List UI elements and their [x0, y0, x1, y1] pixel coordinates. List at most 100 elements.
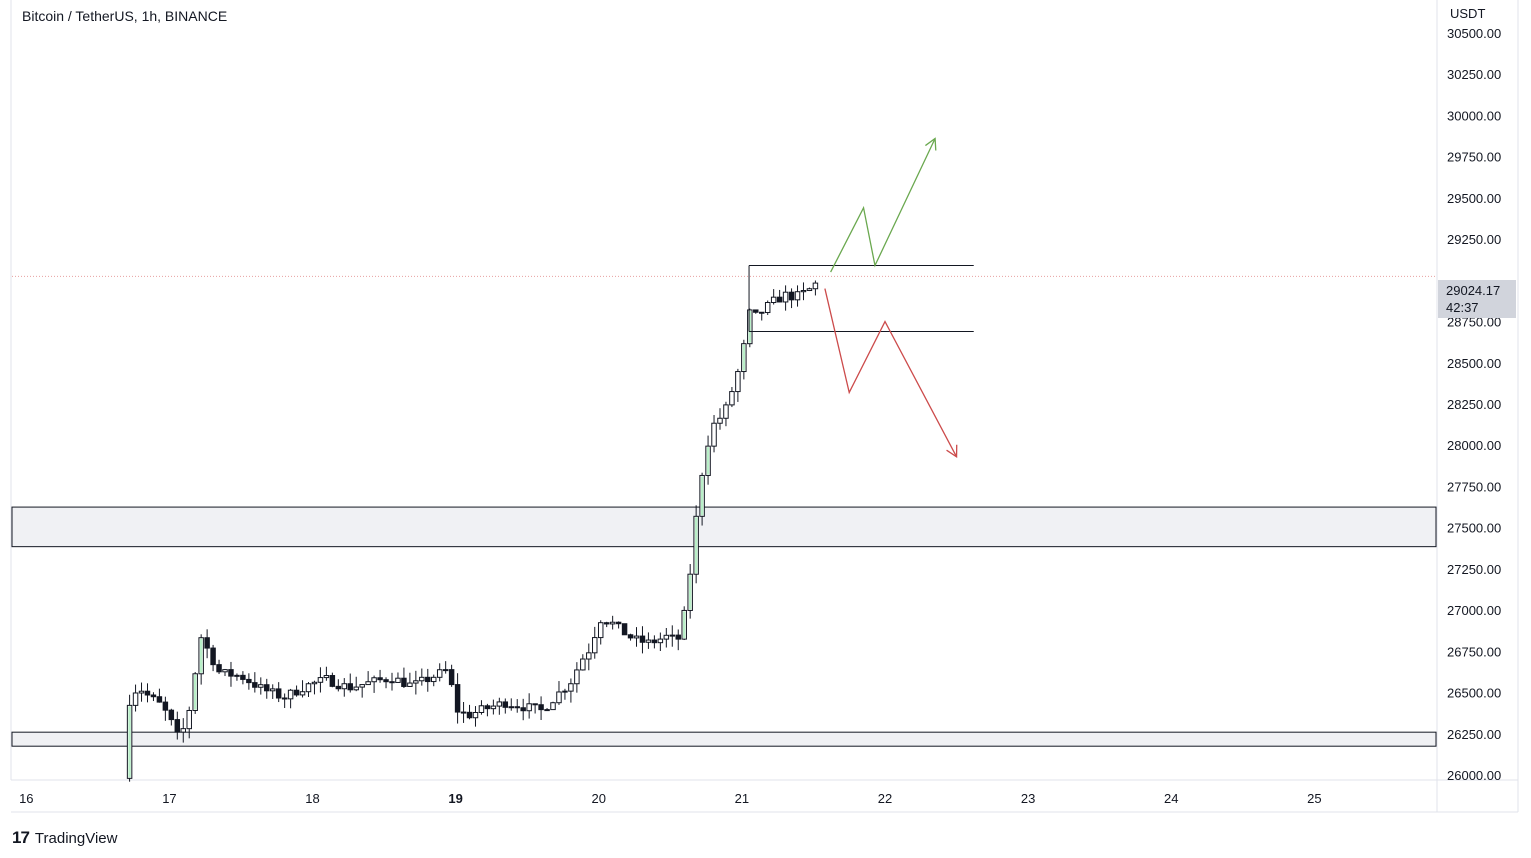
candle-body-up: [431, 676, 437, 683]
candle: [794, 285, 801, 307]
candle-body-up: [317, 677, 324, 683]
candle: [586, 643, 592, 671]
candle-body-up: [436, 669, 443, 678]
candle-body-up: [562, 690, 568, 693]
candle-body-up: [496, 701, 503, 707]
candle-body-down: [383, 679, 389, 683]
candle-body-down: [335, 685, 342, 690]
candle: [532, 703, 538, 714]
time-tick-label: 24: [1164, 791, 1178, 806]
candle: [448, 664, 455, 687]
candle-highlight: [128, 706, 131, 778]
candle: [323, 666, 330, 681]
candle-highlight: [700, 476, 704, 516]
price-axis[interactable]: 26000.00 26250.00 26500.00 26750.00 27000.00…: [1447, 26, 1501, 783]
candle-body-up: [222, 669, 228, 673]
candle-body-up: [478, 705, 485, 713]
candle-body-down: [532, 703, 538, 706]
candle-highlight: [742, 344, 746, 371]
candles: [126, 280, 819, 782]
candle-body-up: [287, 689, 294, 700]
candle-body-up: [407, 682, 413, 687]
candle-body-up: [132, 692, 139, 706]
candle: [639, 626, 646, 654]
price-tick-label: 30500.00: [1447, 26, 1501, 41]
candle: [556, 681, 562, 705]
time-tick-label: 19: [448, 791, 462, 806]
candle-body-up: [812, 282, 819, 290]
candle-body-down: [627, 634, 634, 639]
candle-body-up: [544, 709, 550, 712]
time-tick-label: 22: [878, 791, 892, 806]
time-axis[interactable]: 16 17 18 19 20 21 22 23 24 25: [19, 791, 1322, 806]
candle: [311, 680, 318, 695]
bearish-projection-path[interactable]: [824, 288, 958, 458]
candle-body-up: [323, 675, 330, 679]
candle: [377, 669, 383, 683]
candle-body-down: [275, 688, 282, 699]
candle-body-down: [293, 689, 300, 696]
candle-body-up: [269, 688, 276, 692]
candle: [329, 672, 336, 688]
candle: [812, 280, 819, 296]
candle-body-down: [210, 647, 216, 666]
candle: [776, 289, 783, 303]
candle-body-down: [466, 711, 473, 719]
zone-1[interactable]: [11, 506, 1437, 548]
price-tick-label: 29250.00: [1447, 232, 1501, 247]
candle: [490, 699, 497, 715]
tradingview-brand[interactable]: 17 TradingView: [12, 828, 117, 848]
candle-body-up: [586, 652, 592, 660]
candle: [168, 708, 175, 726]
candle: [353, 676, 359, 692]
candle-body-down: [759, 311, 765, 314]
candle: [651, 635, 658, 649]
candle-body-up: [711, 422, 717, 447]
candle-body-down: [448, 669, 455, 686]
candle-body-up: [609, 621, 616, 625]
candle: [252, 672, 258, 693]
last-price-tag: 29024.17 42:37: [1438, 280, 1516, 318]
candle: [782, 285, 789, 311]
candle-highlight: [706, 447, 710, 475]
candle-body-down: [389, 681, 395, 684]
candle-body-up: [371, 677, 377, 683]
candle-body-down: [216, 664, 222, 673]
candle-body-up: [508, 706, 515, 709]
candle: [442, 661, 449, 674]
candle: [460, 702, 467, 723]
zone-2[interactable]: [11, 731, 1437, 747]
candle: [180, 718, 187, 743]
bullish-projection-path[interactable]: [830, 138, 936, 273]
candle-body-down: [144, 690, 151, 696]
candle: [514, 699, 520, 713]
price-tick-label: 28750.00: [1447, 315, 1501, 330]
drawings: [748, 137, 974, 458]
candle: [580, 654, 586, 671]
candle-body-up: [442, 669, 449, 672]
candle: [633, 627, 640, 647]
candle-highlight: [199, 638, 203, 673]
candle-body-down: [425, 676, 431, 683]
price-axis-unit: USDT: [1450, 6, 1485, 21]
price-tick-label: 26500.00: [1447, 686, 1501, 701]
candle: [550, 701, 556, 711]
candle-body-up: [669, 634, 676, 637]
time-tick-label: 20: [592, 791, 606, 806]
price-tick-label: 27000.00: [1447, 603, 1501, 618]
candle: [150, 692, 157, 702]
bullish-arrowhead-icon: [925, 137, 937, 151]
candle: [216, 659, 222, 675]
candle: [210, 644, 216, 672]
price-tick-label: 28000.00: [1447, 438, 1501, 453]
candle-body-up: [305, 683, 312, 693]
candle: [275, 682, 282, 703]
candle-body-up: [574, 669, 580, 685]
support-resistance-zones: [11, 275, 1437, 747]
candle: [675, 629, 681, 651]
candle: [466, 704, 473, 720]
candle: [603, 621, 610, 628]
candle: [365, 671, 371, 686]
candle-body-up: [311, 681, 318, 685]
